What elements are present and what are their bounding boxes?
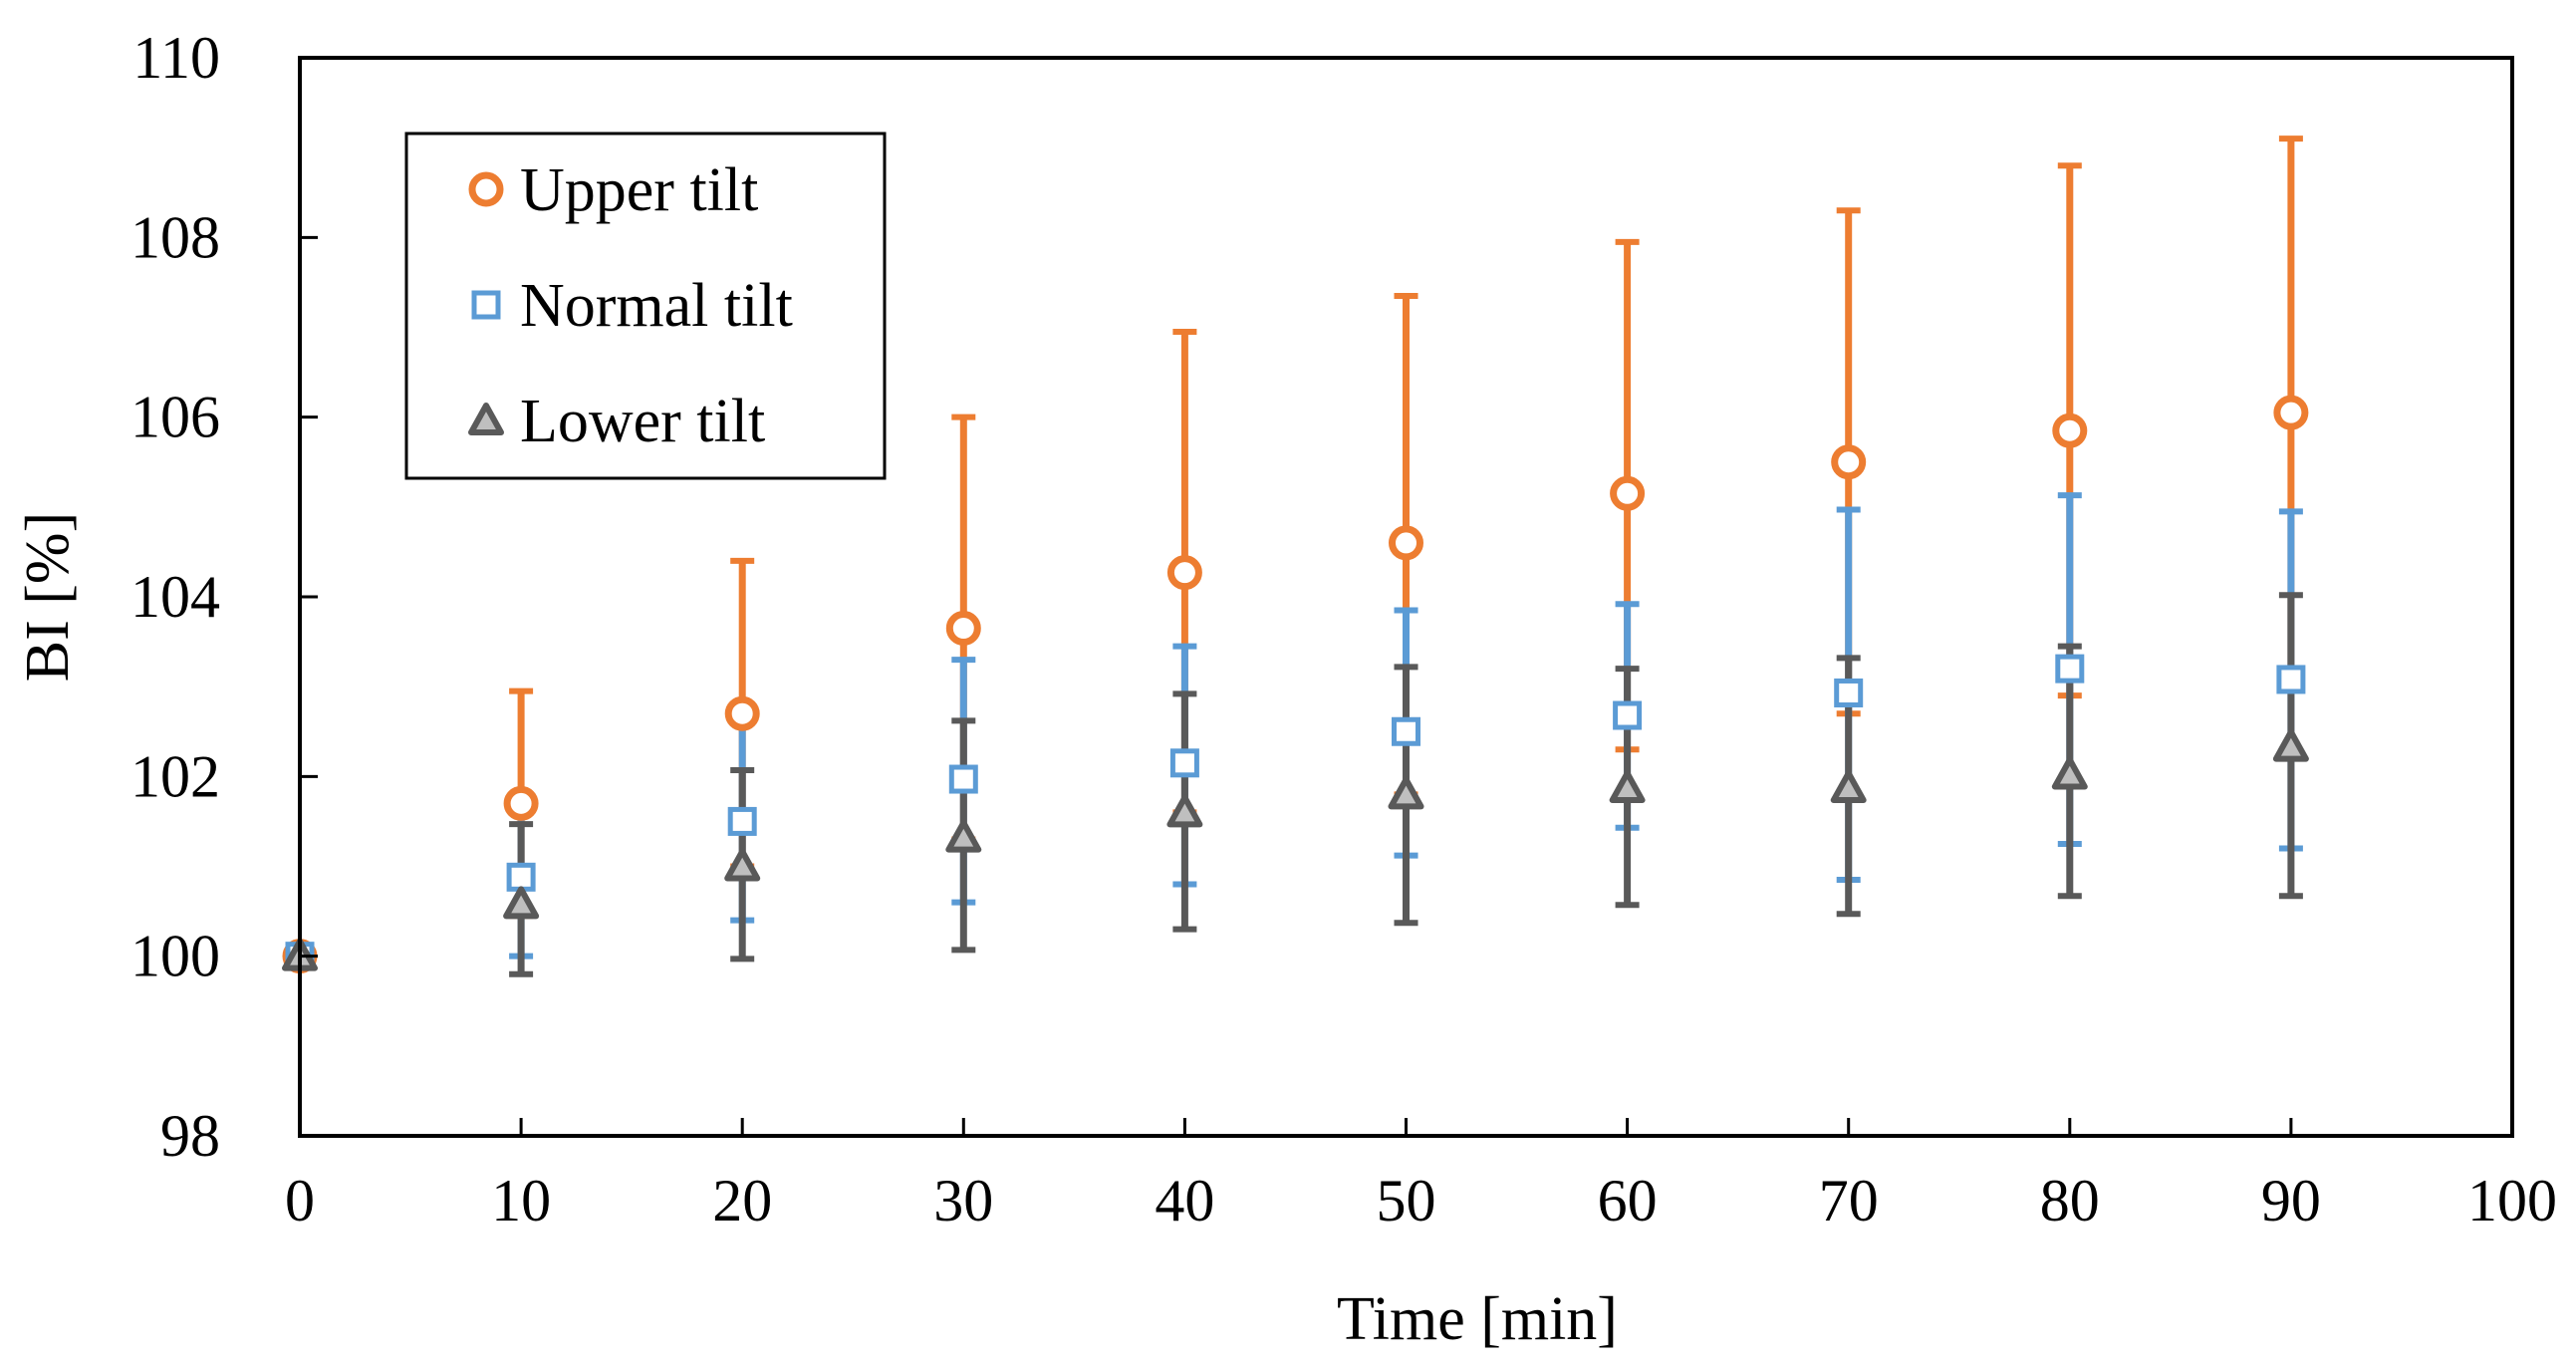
upper-tilt-data-point [945, 611, 981, 647]
lower-tilt-data-point [2051, 756, 2088, 790]
normal-tilt-data-point [948, 764, 978, 794]
y-tick-label: 98 [160, 1103, 220, 1169]
upper-tilt-data-point [1389, 525, 1423, 561]
upper-tilt-data-point [2052, 412, 2088, 448]
x-tick-label: 10 [491, 1168, 551, 1233]
normal-tilt-data-point [1834, 678, 1864, 707]
x-tick-label: 90 [2261, 1168, 2321, 1233]
x-axis-title: Time [min] [1337, 1285, 1618, 1353]
upper-tilt-data-point [724, 695, 760, 731]
axis-ticks: 0 10 20 30 40 50 60 70 80 90 100 98 100 102 104 106 108 1… [130, 25, 2557, 1233]
y-tick-label: 104 [130, 564, 220, 630]
y-axis-title: BI [%] [14, 512, 82, 682]
chart-marks [282, 136, 2309, 977]
normal-tilt-data-point [727, 806, 757, 836]
normal-tilt-data-point [2055, 654, 2085, 684]
lower-tilt-data-point [2272, 728, 2309, 762]
lower-tilt-data-point [724, 848, 761, 882]
lower-tilt-data-point [1388, 776, 1424, 810]
y-tick-label: 106 [130, 385, 220, 450]
normal-tilt-data-point [1392, 716, 1420, 746]
x-tick-label: 0 [285, 1168, 315, 1233]
normal-tilt-data-point [2276, 665, 2306, 694]
upper-tilt-data-point [2273, 395, 2309, 430]
lower-tilt-data-point [1830, 770, 1867, 804]
legend-label-normal-tilt: Normal tilt [520, 272, 793, 340]
upper-tilt-data-point [1610, 475, 1646, 511]
legend-marker-lower-tilt [468, 403, 504, 435]
lower-tilt-data-point [945, 819, 982, 853]
normal-tilt-data-point [1169, 748, 1199, 778]
legend-label-lower-tilt: Lower tilt [520, 388, 765, 455]
lower-tilt-data-point [503, 886, 540, 920]
normal-tilt-data-point [1613, 700, 1643, 730]
y-tick-label: 102 [130, 743, 220, 809]
x-tick-label: 60 [1598, 1168, 1658, 1233]
x-tick-label: 40 [1155, 1168, 1214, 1233]
y-tick-label: 108 [130, 204, 220, 270]
x-tick-label: 100 [2467, 1168, 2557, 1233]
legend-label-upper-tilt: Upper tilt [520, 156, 758, 224]
lower-tilt-data-point [1609, 770, 1646, 804]
x-tick-label: 80 [2040, 1168, 2100, 1233]
x-tick-label: 70 [1819, 1168, 1879, 1233]
lower-tilt-data-point [1166, 794, 1203, 828]
legend-marker-normal-tilt [471, 290, 501, 320]
legend: Upper tilt Normal tilt Lower tilt [404, 132, 887, 480]
y-tick-label: 100 [130, 924, 220, 989]
legend-marker-upper-tilt [468, 171, 504, 207]
normal-tilt-data-point [506, 862, 536, 892]
x-tick-label: 50 [1377, 1168, 1436, 1233]
x-tick-label: 30 [933, 1168, 993, 1233]
upper-tilt-data-point [1831, 444, 1867, 480]
x-tick-label: 20 [712, 1168, 772, 1233]
upper-tilt-data-point [1166, 555, 1202, 591]
y-tick-label: 110 [132, 25, 220, 91]
upper-tilt-data-point [503, 785, 539, 821]
